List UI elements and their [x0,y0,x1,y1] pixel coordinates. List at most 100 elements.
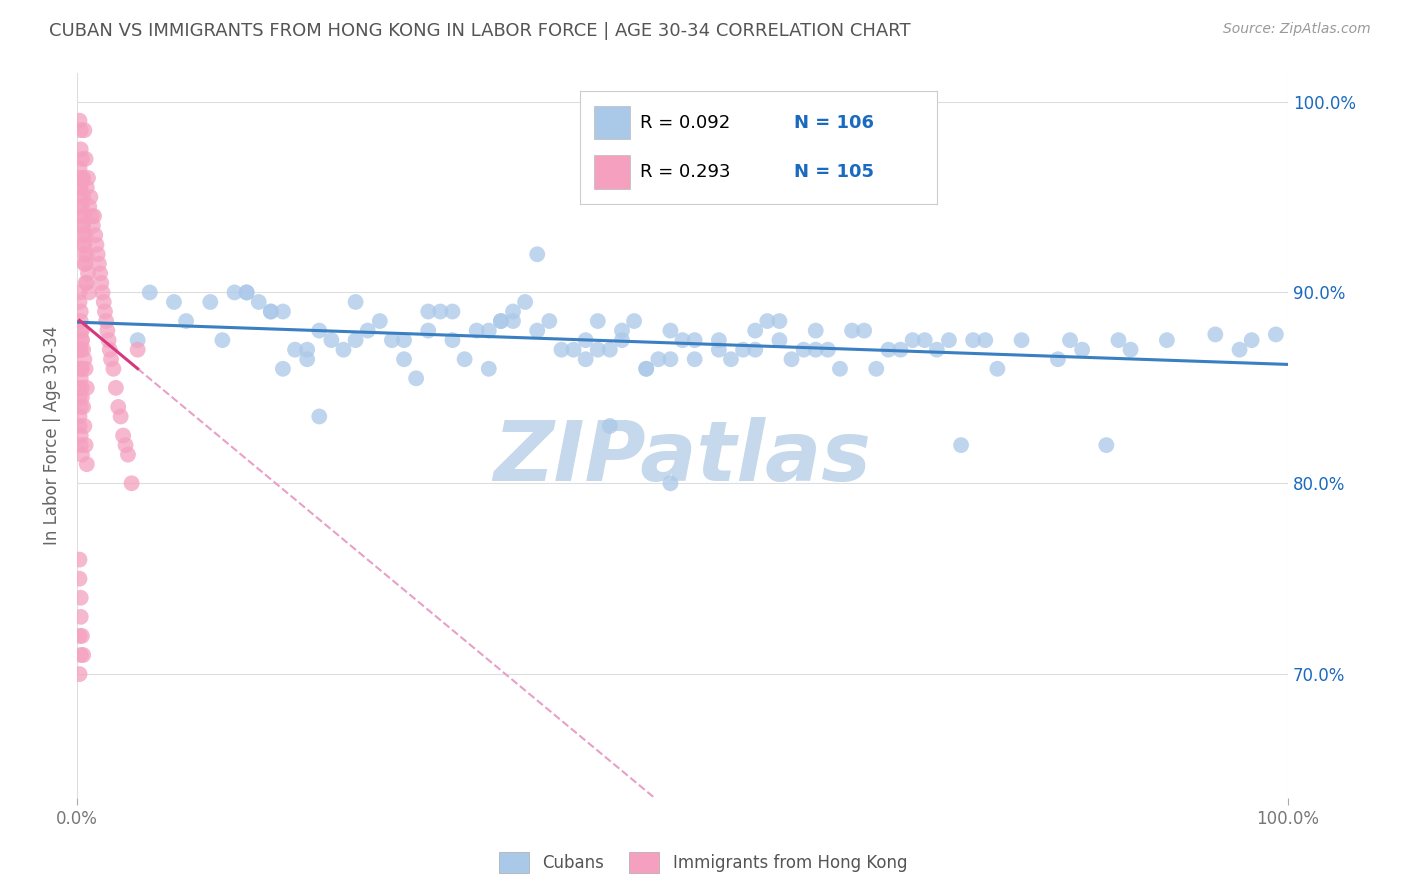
Point [707,343,730,357]
Point [69,409,91,424]
Point [344,295,367,310]
Point [938,333,960,347]
Point [83,209,105,223]
Point [69,400,91,414]
Point [610,324,633,338]
Point [817,343,839,357]
Point [70,152,93,166]
Point [768,314,790,328]
Point [69,610,91,624]
Point [271,361,294,376]
Text: ZIPatlas: ZIPatlas [494,417,872,498]
Point [73,237,96,252]
Point [1071,343,1094,357]
Point [86,237,108,252]
Point [75,361,97,376]
Point [271,304,294,318]
Point [73,257,96,271]
Point [441,304,464,318]
Point [69,419,91,434]
Point [69,324,91,338]
Point [392,352,415,367]
Point [562,343,585,357]
Point [986,361,1008,376]
Point [575,333,598,347]
Point [70,361,93,376]
Point [70,391,93,405]
Point [247,295,270,310]
Point [69,438,91,452]
Point [96,314,118,328]
Point [804,343,827,357]
Point [70,209,93,223]
Point [865,361,887,376]
Point [69,113,91,128]
Point [235,285,257,300]
Point [76,276,98,290]
Point [69,123,91,137]
Point [211,333,233,347]
Point [70,324,93,338]
Point [260,304,283,318]
Point [72,228,94,243]
Point [69,170,91,185]
Point [308,409,330,424]
Point [465,324,488,338]
Point [103,361,125,376]
Point [70,333,93,347]
Point [139,285,162,300]
Point [127,343,149,357]
Point [69,361,91,376]
Point [720,352,742,367]
Point [70,170,93,185]
Point [744,343,766,357]
Point [295,343,318,357]
Point [1204,327,1226,342]
Point [418,304,440,318]
Point [1264,327,1286,342]
Point [392,333,415,347]
Point [284,343,307,357]
Point [599,343,621,357]
Point [72,170,94,185]
Point [69,161,91,176]
Point [368,314,391,328]
Point [94,304,117,318]
Point [502,314,524,328]
Point [72,343,94,357]
Point [405,371,427,385]
Text: Source: ZipAtlas.com: Source: ZipAtlas.com [1223,22,1371,37]
Point [69,629,91,643]
Point [441,333,464,347]
Point [112,428,135,442]
Legend: Cubans, Immigrants from Hong Kong: Cubans, Immigrants from Hong Kong [492,846,914,880]
Point [121,476,143,491]
Point [69,648,91,662]
Y-axis label: In Labor Force | Age 30-34: In Labor Force | Age 30-34 [44,326,60,545]
Point [636,361,658,376]
Point [69,361,91,376]
Point [756,314,779,328]
Point [163,295,186,310]
Point [1059,333,1081,347]
Point [69,343,91,357]
Point [344,333,367,347]
Point [79,190,101,204]
Point [707,333,730,347]
Point [90,276,112,290]
Point [75,228,97,243]
Point [224,285,246,300]
Point [478,361,501,376]
Point [357,324,380,338]
Point [98,343,121,357]
Point [69,200,91,214]
Point [513,295,536,310]
Point [70,381,93,395]
Point [489,314,512,328]
Point [683,352,706,367]
Point [75,276,97,290]
Point [75,438,97,452]
Point [91,285,114,300]
Point [84,228,107,243]
Point [610,333,633,347]
